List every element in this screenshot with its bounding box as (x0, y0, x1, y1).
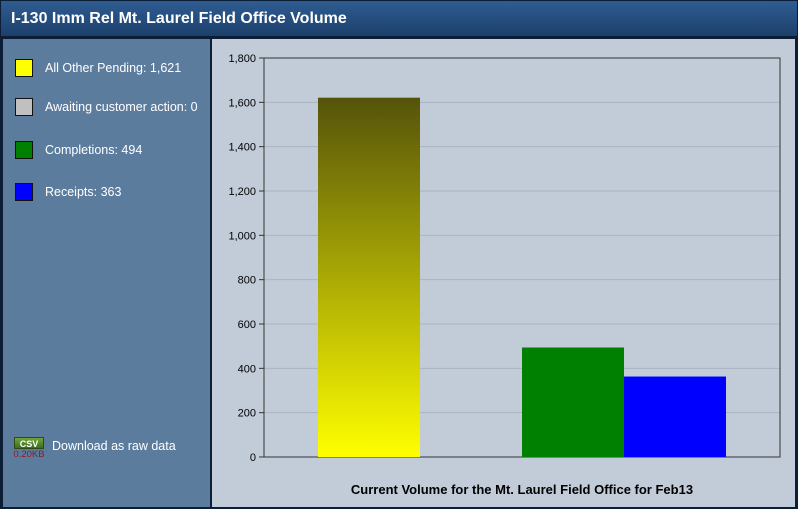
y-tick-label: 1,800 (228, 53, 256, 65)
legend-panel: All Other Pending: 1,621 Awaiting custom… (3, 39, 210, 507)
legend-swatch (15, 183, 33, 201)
legend-item-all-other-pending: All Other Pending: 1,621 (15, 57, 181, 79)
y-tick-label: 0 (250, 452, 256, 464)
csv-file-size: 0.20KB (13, 449, 45, 460)
legend-label: All Other Pending: 1,621 (45, 61, 182, 75)
csv-badge: CSV (14, 437, 44, 449)
y-tick-label: 1,200 (228, 186, 256, 198)
y-tick-label: 1,600 (228, 97, 256, 109)
bar-chart: 0 200 400 600 800 1,000 1,200 1,400 1,600 1,800 C… (228, 53, 781, 497)
y-tick-label: 200 (238, 408, 256, 420)
bar-receipts[interactable] (624, 376, 726, 457)
y-tick-label: 400 (238, 363, 256, 375)
widget-title: I-130 Imm Rel Mt. Laurel Field Office Vo… (1, 1, 797, 37)
y-tick-label: 800 (238, 275, 256, 287)
legend-item-receipts: Receipts: 363 (15, 181, 121, 203)
download-label[interactable]: Download as raw data (52, 439, 176, 453)
legend-item-completions: Completions: 494 (15, 139, 142, 161)
legend-label: Awaiting customer action: 0 (45, 100, 198, 114)
legend-swatch (15, 59, 33, 77)
y-tick-label: 600 (238, 319, 256, 331)
y-tick-label: 1,400 (228, 142, 256, 154)
download-raw-data-link[interactable]: CSV 0.20KB Download as raw data (13, 437, 176, 460)
legend-item-awaiting-customer-action: Awaiting customer action: 0 (15, 96, 198, 118)
bar-completions[interactable] (522, 347, 624, 457)
bar-all-other-pending[interactable] (318, 97, 420, 457)
y-tick-label: 1,000 (228, 230, 256, 242)
chart-title: Current Volume for the Mt. Laurel Field … (351, 482, 693, 497)
chart-panel: 0 200 400 600 800 1,000 1,200 1,400 1,600 1,800 C… (212, 39, 795, 507)
legend-label: Receipts: 363 (45, 185, 122, 199)
legend-swatch (15, 141, 33, 159)
legend-swatch (15, 98, 33, 116)
legend-label: Completions: 494 (45, 143, 143, 157)
csv-file-icon[interactable]: CSV 0.20KB (13, 437, 45, 460)
